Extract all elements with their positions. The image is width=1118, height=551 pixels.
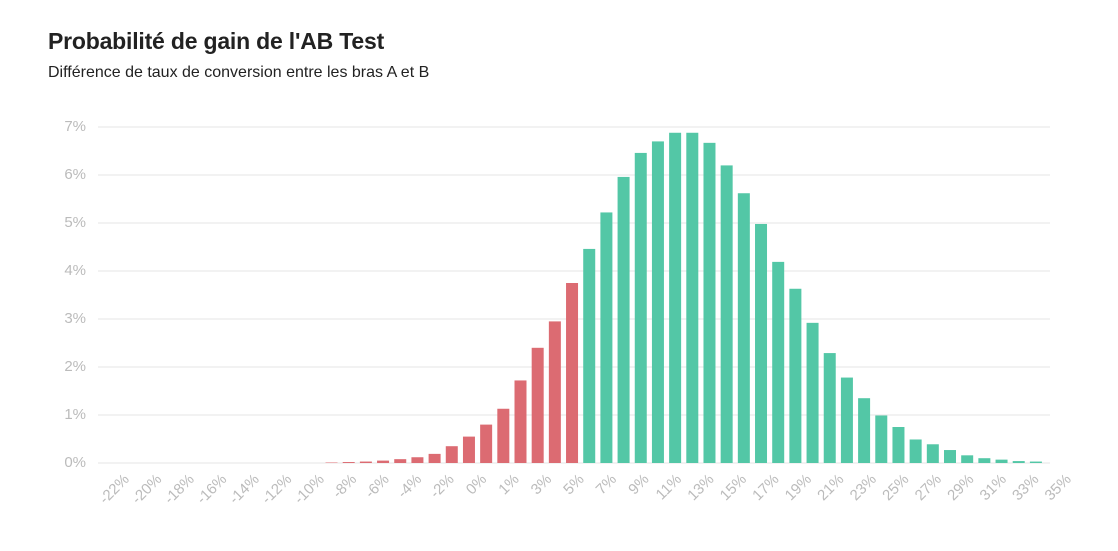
bar-negative	[497, 408, 510, 463]
y-tick-label: 6%	[64, 166, 86, 183]
bar-positive	[926, 444, 939, 463]
x-tick-label: 11%	[653, 471, 685, 503]
bar-positive	[961, 455, 974, 463]
bar-positive	[651, 141, 664, 463]
y-tick-label: 0%	[64, 454, 86, 471]
bar-positive	[840, 377, 853, 463]
bar-positive	[995, 459, 1008, 463]
bar-positive	[720, 165, 733, 463]
bar-positive	[1029, 461, 1042, 463]
x-tick-label: 27%	[912, 471, 945, 504]
x-tick-label: -4%	[394, 471, 425, 502]
y-tick-label: 5%	[64, 214, 86, 231]
bar-negative	[514, 380, 527, 463]
bar-negative	[377, 460, 390, 463]
x-tick-label: 33%	[1009, 471, 1042, 504]
bar-negative	[428, 453, 441, 463]
x-tick-label: 25%	[879, 471, 912, 504]
x-tick-label: 29%	[944, 471, 977, 504]
bar-negative	[462, 436, 475, 463]
chart-subtitle: Différence de taux de conversion entre l…	[48, 64, 430, 81]
bar-positive	[909, 439, 922, 463]
x-tick-label: 35%	[1042, 471, 1075, 504]
bar-positive	[703, 142, 716, 463]
bar-positive	[944, 450, 956, 463]
bar-negative	[342, 462, 355, 463]
x-tick-label: 17%	[749, 471, 782, 504]
bar-negative	[359, 461, 372, 463]
x-tick-label: 0%	[463, 471, 490, 498]
bar-positive	[686, 132, 699, 463]
x-tick-label: -22%	[96, 471, 133, 508]
x-tick-label: 7%	[593, 471, 620, 498]
x-tick-label: 15%	[717, 471, 750, 504]
bar-negative	[548, 321, 561, 463]
y-tick-label: 2%	[64, 358, 86, 375]
x-tick-label: 31%	[977, 471, 1010, 504]
x-tick-label: -20%	[129, 471, 166, 508]
bar-positive	[1012, 461, 1025, 463]
bar-positive	[617, 176, 630, 464]
bar-positive	[806, 322, 819, 463]
x-tick-label: -18%	[161, 471, 198, 508]
x-tick-label: -2%	[427, 471, 458, 502]
bar-negative	[566, 283, 579, 463]
bar-positive	[858, 398, 871, 463]
bar-positive	[789, 288, 802, 463]
bar-positive	[634, 152, 647, 464]
bar-positive	[772, 261, 785, 463]
bar-positive	[600, 212, 613, 463]
y-tick-label: 3%	[64, 310, 86, 327]
bar-negative	[445, 446, 458, 463]
x-axis-ticks: -22%-20%-18%-16%-14%-12%-10% -8% -6% -4% -2%…	[96, 471, 1075, 508]
bar-negative	[394, 459, 407, 463]
x-tick-label: 19%	[782, 471, 815, 504]
bar-negative	[411, 457, 424, 463]
x-tick-label: 5%	[560, 471, 587, 498]
x-tick-label: 1%	[495, 471, 522, 498]
x-tick-label: -10%	[291, 471, 328, 508]
bar-positive	[875, 415, 888, 463]
bars	[325, 132, 1042, 464]
x-tick-label: -6%	[362, 471, 393, 502]
bar-negative	[480, 424, 493, 463]
x-tick-label: 13%	[684, 471, 717, 504]
bar-positive	[669, 132, 682, 463]
bar-positive	[583, 248, 596, 463]
y-axis-ticks: 0% 1% 2% 3% 4% 5% 6% 7%	[64, 118, 86, 471]
bar-positive	[978, 458, 991, 463]
bar-negative	[531, 347, 544, 463]
y-tick-label: 7%	[64, 118, 86, 135]
x-tick-label: 3%	[528, 471, 555, 498]
y-tick-label: 4%	[64, 262, 86, 279]
x-tick-label: -16%	[193, 471, 230, 508]
x-tick-label: -14%	[226, 471, 263, 508]
bar-positive	[737, 193, 750, 464]
bar-positive	[823, 353, 836, 463]
x-tick-label: -12%	[258, 471, 295, 508]
bar-positive	[755, 223, 768, 463]
x-tick-label: 9%	[625, 471, 652, 498]
y-tick-label: 1%	[64, 406, 86, 423]
x-tick-label: 21%	[814, 471, 847, 504]
bar-positive	[892, 427, 905, 463]
chart-title: Probabilité de gain de l'AB Test	[48, 28, 385, 54]
x-tick-label: -8%	[329, 471, 360, 502]
x-tick-label: 23%	[847, 471, 880, 504]
